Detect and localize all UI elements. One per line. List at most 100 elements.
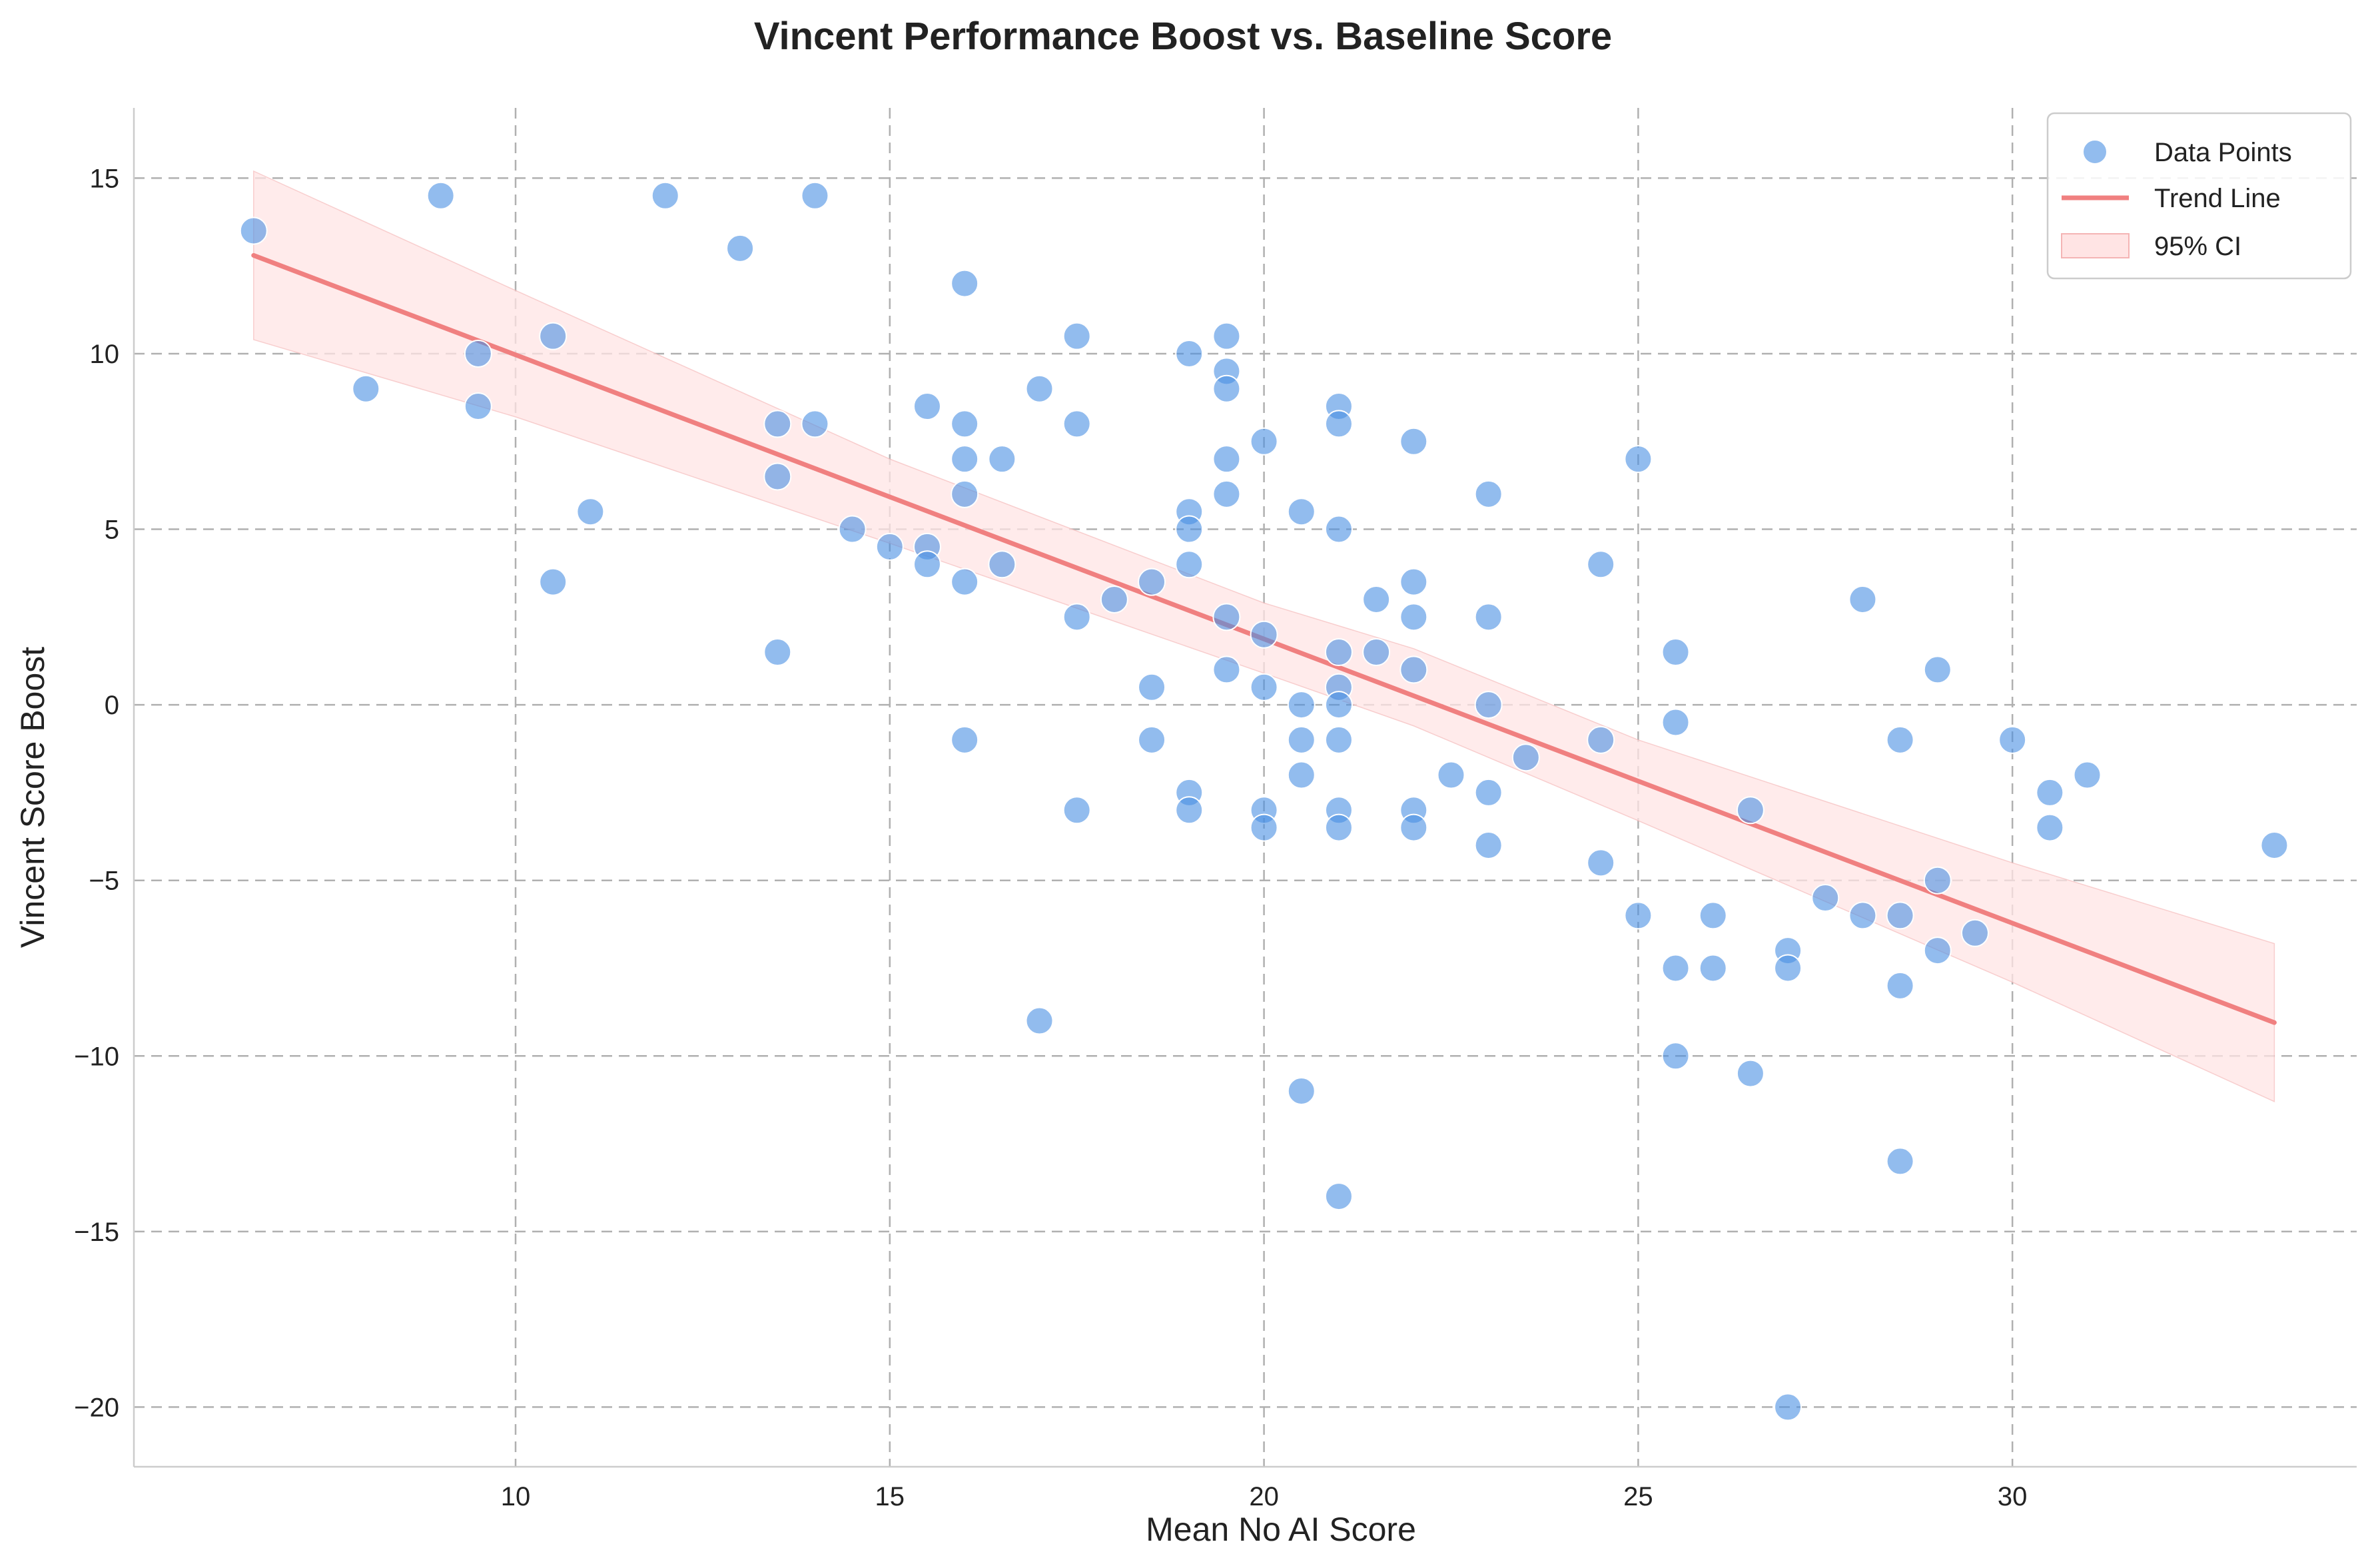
data-point xyxy=(951,410,979,438)
data-point xyxy=(951,445,979,474)
data-point xyxy=(988,550,1016,579)
legend-label-ci: 95% CI xyxy=(2154,232,2241,261)
data-point xyxy=(1324,813,1353,842)
data-point xyxy=(1661,954,1690,982)
data-point xyxy=(1138,568,1166,596)
data-point xyxy=(1212,322,1241,350)
data-point xyxy=(1324,725,1353,754)
data-point xyxy=(1848,901,1877,930)
data-point xyxy=(913,392,941,421)
data-point xyxy=(1661,638,1690,667)
data-point xyxy=(1511,743,1540,772)
y-tick-label: −10 xyxy=(74,1042,119,1071)
data-point xyxy=(801,181,829,210)
data-point xyxy=(763,410,792,438)
y-tick-label: 5 xyxy=(105,516,119,545)
legend-patch-ci xyxy=(2061,233,2130,258)
data-point xyxy=(1811,884,1840,913)
data-point xyxy=(1587,550,1615,579)
data-point xyxy=(1699,901,1727,930)
data-point xyxy=(651,181,679,210)
data-point xyxy=(1100,585,1128,613)
data-point xyxy=(1362,585,1391,613)
data-point xyxy=(1062,796,1091,825)
data-point xyxy=(763,638,792,667)
data-point xyxy=(1886,1147,1914,1176)
data-point xyxy=(1699,954,1727,982)
data-point xyxy=(1324,515,1353,544)
data-point xyxy=(1587,849,1615,877)
data-point xyxy=(1062,603,1091,631)
data-point xyxy=(1025,374,1054,403)
data-point xyxy=(1998,725,2027,754)
data-point xyxy=(2036,813,2064,842)
data-point xyxy=(1250,673,1278,701)
data-point xyxy=(1250,813,1278,842)
data-point xyxy=(875,532,904,561)
data-point xyxy=(1399,655,1428,684)
data-point xyxy=(1212,603,1241,631)
data-point xyxy=(1062,322,1091,350)
data-point xyxy=(763,462,792,491)
data-point xyxy=(1399,813,1428,842)
data-point xyxy=(1923,655,1952,684)
legend-label-trend-line: Trend Line xyxy=(2154,184,2281,213)
data-point xyxy=(576,498,605,526)
data-point xyxy=(1736,796,1765,825)
data-point xyxy=(1287,725,1316,754)
y-tick-label: −5 xyxy=(89,867,119,896)
data-point xyxy=(1437,761,1465,789)
legend: Data Points Trend Line 95% CI xyxy=(2046,112,2352,280)
data-point xyxy=(1886,901,1914,930)
x-tick-label: 10 xyxy=(501,1482,531,1511)
data-point xyxy=(1474,778,1503,807)
data-point xyxy=(1923,866,1952,895)
data-point xyxy=(913,550,941,579)
data-point xyxy=(1774,1393,1802,1421)
data-point xyxy=(1138,673,1166,701)
x-tick-label: 15 xyxy=(875,1482,905,1511)
data-point xyxy=(1736,1059,1765,1088)
data-point xyxy=(1324,691,1353,719)
data-point xyxy=(1399,603,1428,631)
y-tick-label: 0 xyxy=(105,691,119,720)
data-point xyxy=(1175,550,1204,579)
data-point xyxy=(539,322,568,350)
data-point xyxy=(1399,427,1428,456)
data-point xyxy=(1886,725,1914,754)
data-point xyxy=(1661,1042,1690,1070)
data-point xyxy=(988,445,1016,474)
grid xyxy=(134,108,2357,1467)
data-point xyxy=(1324,1182,1353,1211)
data-point xyxy=(951,480,979,508)
data-point xyxy=(1212,480,1241,508)
data-point xyxy=(951,269,979,298)
data-point xyxy=(1175,339,1204,368)
data-point xyxy=(1661,708,1690,737)
data-point xyxy=(1474,480,1503,508)
data-point xyxy=(1287,498,1316,526)
data-point xyxy=(1212,445,1241,474)
data-point xyxy=(1062,410,1091,438)
x-tick-label: 30 xyxy=(1998,1482,2028,1511)
data-point xyxy=(951,568,979,596)
data-point xyxy=(1399,568,1428,596)
data-point xyxy=(1138,725,1166,754)
data-points-layer xyxy=(239,181,2289,1421)
data-point xyxy=(1212,655,1241,684)
data-point xyxy=(1287,691,1316,719)
chart-title: Vincent Performance Boost vs. Baseline S… xyxy=(754,15,1612,58)
data-point xyxy=(726,234,755,262)
data-point xyxy=(1250,620,1278,649)
data-point xyxy=(1324,638,1353,667)
data-point xyxy=(1287,761,1316,789)
data-point xyxy=(1250,427,1278,456)
data-point xyxy=(464,392,492,421)
data-point xyxy=(951,725,979,754)
data-point xyxy=(1474,831,1503,859)
y-tick-label: 15 xyxy=(90,164,120,193)
x-tick-label: 20 xyxy=(1249,1482,1279,1511)
data-point xyxy=(1886,971,1914,1000)
data-point xyxy=(1287,1076,1316,1105)
